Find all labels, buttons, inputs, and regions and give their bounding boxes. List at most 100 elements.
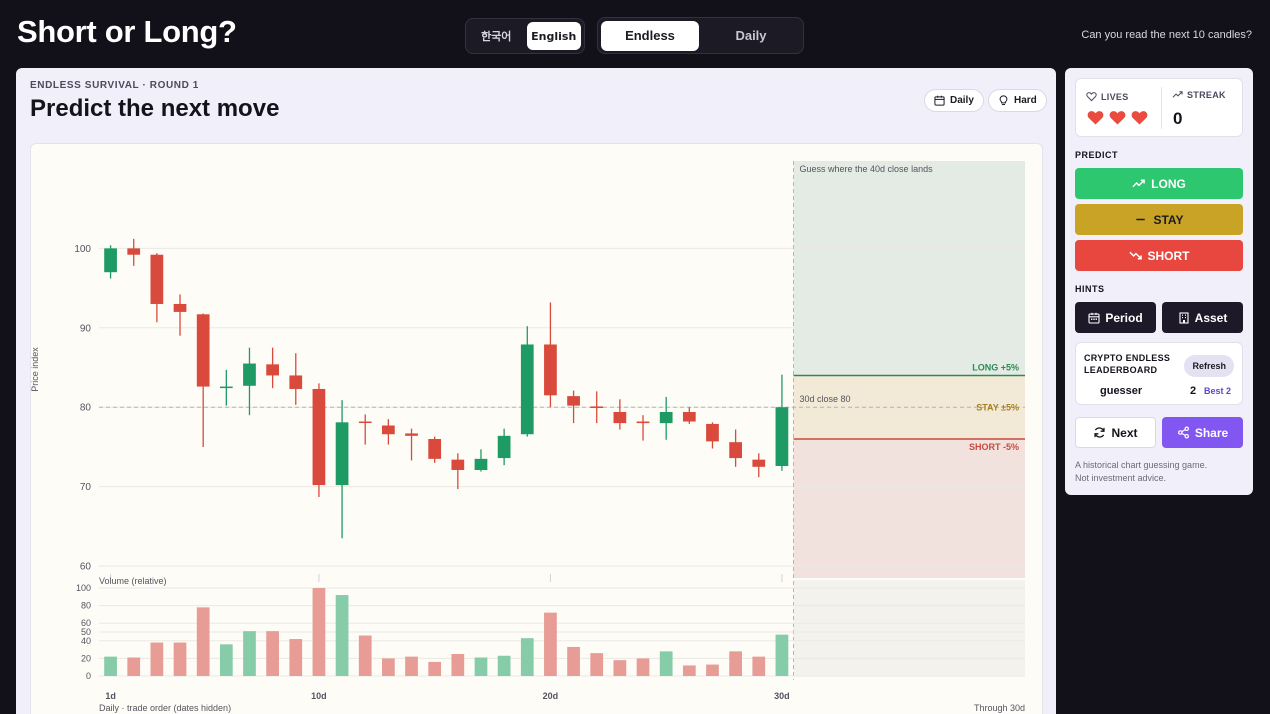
refresh-icon [1094,427,1106,438]
volume-bar [243,631,256,676]
volume-bar [729,651,742,676]
trending-up-icon [1132,179,1145,188]
volume-bar [636,658,650,676]
chart-footer-right: Through 30d [974,703,1025,713]
refresh-button[interactable]: Refresh [1184,355,1234,377]
volume-y-tick-label: 60 [81,618,91,628]
volume-bar [613,660,627,676]
candle-body [729,442,742,459]
next-button[interactable]: Next [1075,417,1156,448]
candle-body [474,458,488,470]
candle-body [173,303,187,312]
candle-body [613,411,627,424]
stay-button[interactable]: STAY [1075,204,1243,235]
volume-y-tick-label: 40 [81,636,91,646]
lang-english-button[interactable]: English [526,22,581,50]
next-button-label: Next [1111,425,1138,440]
sidebar: LIVES STREAK 0 PREDICT LONG STAY [1065,68,1253,495]
volume-bar [474,657,488,676]
volume-bar [196,607,210,676]
calendar-icon [934,95,945,106]
baseline-label: 30d close 80 [800,394,851,404]
volume-bar [706,664,719,676]
volume-bar [173,642,187,676]
candle-body [382,425,395,435]
lives-label-text: LIVES [1101,91,1129,102]
period-chip: Daily [924,89,984,112]
tab-endless[interactable]: Endless [601,20,699,51]
candle-body [289,375,303,389]
trending-up-icon [1172,91,1183,98]
leaderboard-player-name: guesser [1100,385,1143,397]
candle-body [590,406,604,409]
stats-divider [1161,87,1162,129]
y-tick-label: 70 [80,482,92,493]
volume-bar [266,631,279,676]
volume-bar [752,656,766,676]
lives-hearts [1087,110,1148,125]
short-zone [793,439,1025,578]
heart-icon [1131,111,1148,125]
chart-footer-left: Daily · trade order (dates hidden) [99,703,231,713]
y-tick-label: 60 [80,562,92,573]
volume-bar [335,595,349,676]
leaderboard-player-best: Best 2 [1204,386,1232,396]
candle-body [150,254,164,304]
heart-outline-icon [1086,92,1097,102]
volume-y-tick-label: 0 [86,671,91,681]
candle-body [682,411,696,422]
volume-bar [497,655,511,676]
long-button[interactable]: LONG [1075,168,1243,199]
volume-bar [358,635,372,676]
building-icon [1179,311,1189,324]
volume-future-zone [793,580,1025,676]
app-title: Short or Long? [17,14,237,49]
y-tick-label: 100 [74,244,91,255]
candle-body [312,388,326,486]
volume-bar [544,612,557,676]
volume-bar [104,656,117,676]
disclaimer: A historical chart guessing game. Not in… [1075,459,1207,485]
mode-toggle: Endless Daily [597,17,804,54]
candle-body [706,423,719,442]
lang-korean-button[interactable]: 한국어 [481,30,512,43]
prediction-zone-label: Guess where the 40d close lands [800,164,934,174]
trending-down-icon [1128,251,1142,260]
volume-bar [659,651,673,676]
share-icon [1177,426,1189,439]
leaderboard-player-score: 2 [1190,385,1197,397]
volume-bar [289,639,303,676]
volume-bar [405,656,418,676]
candle-body [428,439,442,459]
disclaimer-line-1: A historical chart guessing game. [1075,460,1208,470]
game-panel: ENDLESS SURVIVAL · ROUND 1 Predict the n… [16,68,1056,714]
candle-body [775,407,789,467]
heart-icon [1109,111,1126,125]
period-hint-label: Period [1105,310,1143,325]
y-tick-label: 90 [80,323,92,334]
volume-y-tick-label: 80 [81,601,91,611]
tab-daily[interactable]: Daily [735,28,767,43]
candle-body [196,314,210,387]
disclaimer-line-2: Not investment advice. [1075,473,1167,483]
leaderboard: CRYPTO ENDLESS LEADERBOARD Refresh guess… [1075,342,1243,405]
asset-hint-button[interactable]: Asset [1162,302,1243,333]
heart-icon [1087,111,1104,125]
candle-body [659,411,673,424]
streak-value: 0 [1173,109,1183,128]
volume-bar [428,661,442,676]
long-button-label: LONG [1151,176,1186,191]
difficulty-chip: Hard [988,89,1047,112]
candle-body [451,459,465,470]
volume-bar [775,634,789,676]
share-button[interactable]: Share [1162,417,1243,448]
volume-label: Volume (relative) [99,576,167,586]
language-toggle: 한국어 English [465,18,585,54]
y-tick-label: 80 [80,403,92,414]
period-hint-button[interactable]: Period [1075,302,1156,333]
short-button[interactable]: SHORT [1075,240,1243,271]
leaderboard-title: CRYPTO ENDLESS LEADERBOARD [1084,353,1171,375]
candle-body [520,344,534,435]
share-button-label: Share [1194,425,1229,440]
